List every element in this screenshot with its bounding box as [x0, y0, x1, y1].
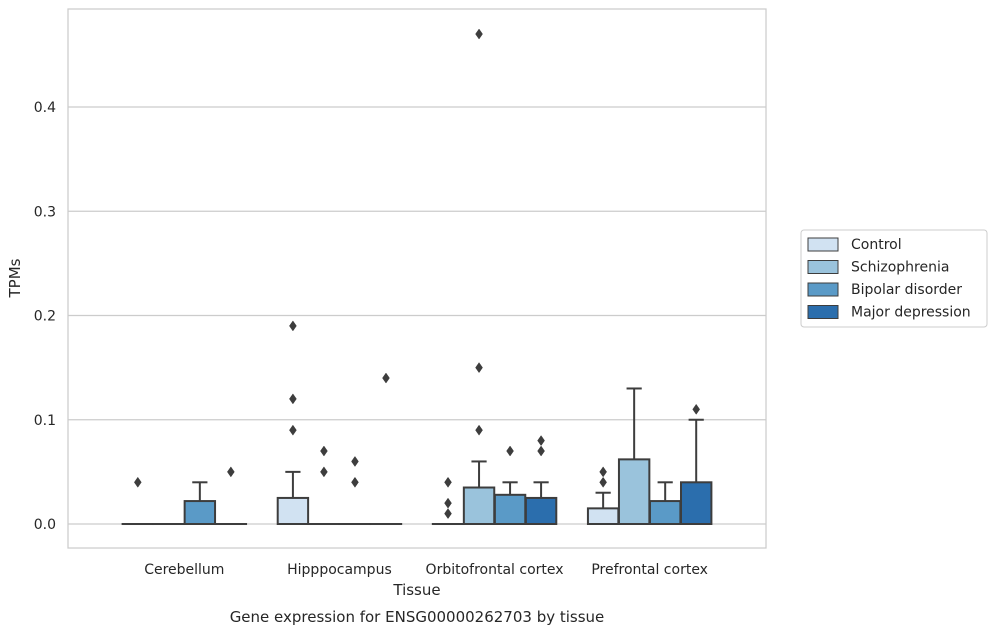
legend-label: Major depression	[851, 305, 971, 321]
outlier-point	[444, 476, 452, 488]
x-tick-label: Hipppocampus	[287, 562, 392, 578]
outlier-point	[289, 424, 297, 436]
x-tick-label: Orbitofrontal cortex	[426, 562, 564, 578]
legend-swatch	[807, 260, 839, 274]
x-axis-label: Tissue	[392, 581, 440, 599]
box-plot	[369, 372, 403, 526]
outlier-point	[537, 445, 545, 457]
box-plot	[524, 435, 558, 525]
outlier-point	[475, 424, 483, 436]
box-plot	[431, 476, 465, 526]
box-plot	[679, 403, 713, 525]
box	[617, 458, 651, 525]
y-axis-ticks: 0.0 0.1 0.2 0.3 0.4	[34, 100, 56, 533]
outlier-point	[289, 393, 297, 405]
box-plot	[648, 481, 682, 526]
y-axis-label: TPMs	[6, 258, 24, 298]
box-plot	[121, 476, 155, 526]
y-tick-label: 0.3	[34, 204, 56, 220]
y-tick-label: 0.1	[34, 413, 56, 429]
legend-label: Bipolar disorder	[851, 282, 962, 298]
y-tick-label: 0.4	[34, 100, 56, 116]
legend-swatch	[807, 237, 839, 252]
plot-area	[67, 8, 767, 549]
x-axis-ticks: Cerebellum Hipppocampus Orbitofrontal cort…	[144, 562, 708, 578]
box-plot	[338, 456, 372, 526]
outlier-point	[320, 466, 328, 478]
outlier-point	[444, 508, 452, 520]
outlier-point	[599, 476, 607, 488]
box	[679, 481, 713, 525]
outlier-point	[382, 372, 390, 384]
outlier-point	[133, 476, 142, 488]
chart-caption: Gene expression for ENSG00000262703 by t…	[230, 608, 605, 626]
legend-frame	[800, 229, 988, 328]
box-plot	[276, 320, 310, 525]
box	[524, 496, 558, 525]
outlier-point	[537, 435, 545, 447]
outlier-point	[692, 403, 701, 415]
box-plot	[617, 387, 651, 525]
box-plot	[493, 445, 527, 525]
box-plot	[183, 481, 217, 526]
box-plot	[214, 466, 248, 526]
box	[586, 507, 620, 525]
outlier-point	[289, 320, 297, 332]
boxes	[121, 28, 713, 526]
box	[276, 496, 310, 525]
box	[462, 486, 496, 526]
box	[183, 500, 217, 526]
gridlines	[68, 106, 766, 525]
outlier-point	[227, 466, 235, 478]
x-tick-label: Cerebellum	[144, 562, 224, 578]
box-plot	[307, 445, 341, 526]
legend-swatch	[807, 282, 839, 297]
outlier-point	[475, 362, 483, 374]
legend-swatch	[807, 305, 839, 319]
y-tick-label: 0.2	[34, 309, 56, 325]
x-tick-label: Prefrontal cortex	[591, 562, 708, 578]
legend: Control Schizophrenia Bipolar disorder Majo…	[800, 229, 988, 328]
outlier-point	[506, 445, 514, 457]
y-tick-label: 0.0	[34, 517, 56, 533]
outlier-point	[351, 456, 359, 467]
outlier-point	[320, 445, 328, 457]
box-plot	[462, 28, 496, 526]
outlier-point	[351, 476, 359, 488]
box	[648, 500, 682, 526]
outlier-point	[475, 28, 483, 40]
box	[493, 493, 527, 525]
legend-label: Schizophrenia	[851, 260, 949, 276]
box-plot	[586, 466, 620, 525]
legend-label: Control	[851, 237, 902, 253]
outlier-point	[599, 466, 607, 478]
outlier-point	[444, 497, 452, 509]
